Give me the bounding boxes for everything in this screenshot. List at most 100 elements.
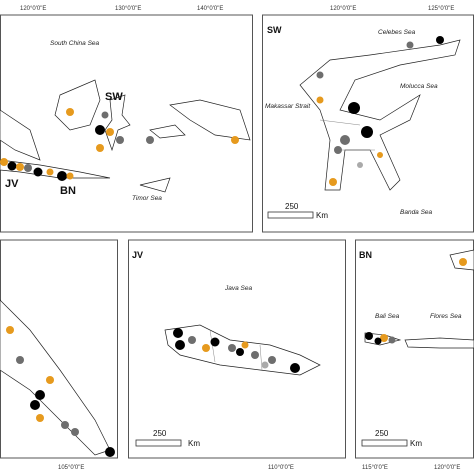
sample-point <box>106 128 114 136</box>
sample-point <box>241 341 249 349</box>
sample-point <box>24 164 32 172</box>
sea-label: Makassar Strait <box>265 103 311 110</box>
sample-points <box>316 36 444 186</box>
sample-point <box>316 96 324 104</box>
sample-point <box>377 152 383 158</box>
region-label: SW <box>105 91 123 103</box>
scale-value: 250 <box>375 429 389 438</box>
sample-point <box>357 162 363 168</box>
tick-label: 130°0'0"E <box>115 6 141 12</box>
sample-point <box>66 108 74 116</box>
sea-label: Bali Sea <box>375 313 400 320</box>
tick-label: 125°0'0"E <box>428 6 454 12</box>
sample-point <box>0 158 8 166</box>
scale-unit: Km <box>316 211 328 220</box>
sample-point <box>251 351 259 359</box>
sea-label: Celebes Sea <box>378 29 416 36</box>
sample-point <box>334 146 342 154</box>
sample-point <box>340 135 350 145</box>
sample-point <box>36 414 44 422</box>
sw-panel: 120°0'0"E 125°0'0"E SW Celebes Sea Moluc… <box>262 6 474 233</box>
sample-point <box>173 328 183 338</box>
sample-points <box>365 258 467 345</box>
sample-point <box>388 336 396 344</box>
sample-points <box>173 328 300 373</box>
sample-point <box>365 332 373 340</box>
sample-point <box>188 336 196 344</box>
sample-point <box>46 168 54 176</box>
sample-point <box>146 136 154 144</box>
scale-unit: Km <box>410 439 422 448</box>
land <box>0 79 251 193</box>
sample-point <box>33 167 43 177</box>
sample-point <box>46 376 54 384</box>
sample-point <box>436 36 444 44</box>
sample-point <box>30 400 40 410</box>
tick-label: 115°0'0"E <box>362 465 388 471</box>
sample-point <box>202 344 210 352</box>
region-label: JV <box>5 178 19 190</box>
tick-label: 120°0'0"E <box>20 6 46 12</box>
jv-panel: JV Java Sea 250 Km 110°0'0"E <box>128 239 346 471</box>
overview-panel: 120°0'0"E 130°0'0"E 140°0'0"E South Chin… <box>0 6 253 233</box>
sample-point <box>105 447 115 457</box>
tick-label: 110°0'0"E <box>268 465 294 471</box>
sample-point <box>290 363 300 373</box>
sample-point <box>101 111 109 119</box>
panel-tag: JV <box>132 250 143 260</box>
sample-point <box>374 337 382 345</box>
sample-points <box>6 326 115 457</box>
tick-label: 120°0'0"E <box>434 465 460 471</box>
scale-bar <box>267 211 314 219</box>
sea-label: Timor Sea <box>132 195 162 202</box>
sample-point <box>261 361 269 369</box>
scale-value: 250 <box>153 429 167 438</box>
sample-point <box>236 348 244 356</box>
sample-point <box>6 326 14 334</box>
sample-point <box>61 421 69 429</box>
sample-point <box>380 334 388 342</box>
sample-point <box>175 340 185 350</box>
sample-point <box>16 163 24 171</box>
scale-value: 250 <box>285 202 299 211</box>
scale-bar <box>361 439 408 447</box>
land <box>0 299 111 456</box>
sample-point <box>57 171 67 181</box>
sea-label: South China Sea <box>50 40 100 47</box>
sample-point <box>95 125 105 135</box>
panel-frame <box>355 239 474 459</box>
sample-point <box>231 136 239 144</box>
sample-point <box>16 356 24 364</box>
tick-label: 105°0'0"E <box>58 465 84 471</box>
sample-point <box>268 356 276 364</box>
sea-label: Java Sea <box>224 285 252 292</box>
tick-label: 120°0'0"E <box>330 6 356 12</box>
bn-panel: BN Bali Sea Flores Sea 250 Km 115°0'0"E … <box>355 239 474 471</box>
scale-bar <box>135 439 182 447</box>
sample-point <box>66 172 74 180</box>
sumatra-panel: 105°0'0"E <box>0 239 118 471</box>
panel-tag: BN <box>359 250 372 260</box>
sample-points <box>0 108 239 181</box>
sample-point <box>7 161 17 171</box>
scale-unit: Km <box>188 439 200 448</box>
region-label: BN <box>60 185 76 197</box>
sample-point <box>406 41 414 49</box>
sample-point <box>329 178 337 186</box>
sea-label: Molucca Sea <box>400 83 438 90</box>
sample-point <box>96 144 104 152</box>
sea-label: Banda Sea <box>400 209 433 216</box>
tick-label: 140°0'0"E <box>197 6 223 12</box>
sample-point <box>459 258 467 266</box>
sample-point <box>35 390 45 400</box>
sample-point <box>316 71 324 79</box>
sea-label: Flores Sea <box>430 313 462 320</box>
sample-point <box>116 136 124 144</box>
sample-point <box>71 428 79 436</box>
sample-point <box>210 337 220 347</box>
sample-point <box>348 102 360 114</box>
panel-tag: SW <box>267 25 282 35</box>
sample-point <box>228 344 236 352</box>
sample-point <box>361 126 373 138</box>
